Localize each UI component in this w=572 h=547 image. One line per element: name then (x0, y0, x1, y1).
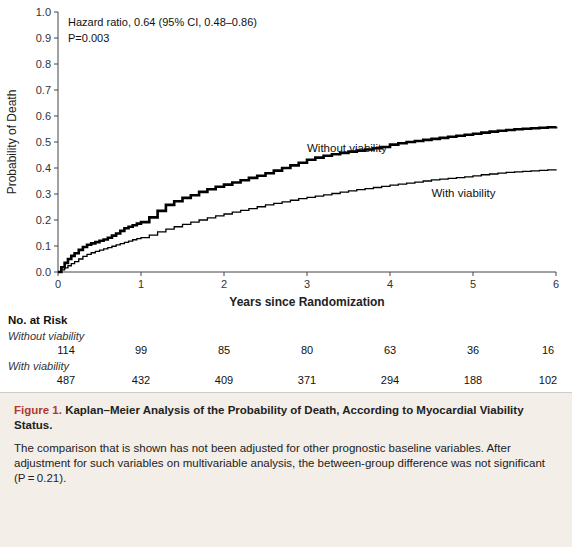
y-tick-label: 0.0 (36, 266, 51, 278)
x-tick-label: 2 (221, 278, 227, 290)
figure-label: Figure 1. (14, 404, 62, 416)
x-tick (390, 272, 391, 276)
caption: Figure 1. Kaplan–Meier Analysis of the P… (0, 392, 572, 547)
y-tick-label: 0.7 (36, 84, 51, 96)
risk-row-label: With viability (8, 360, 71, 372)
x-axis-line (58, 272, 556, 273)
annotation: P=0.003 (68, 32, 109, 44)
y-tick (54, 64, 58, 65)
risk-count: 409 (215, 374, 233, 386)
x-tick (141, 272, 142, 276)
y-tick (54, 246, 58, 247)
caption-body: The comparison that is shown has not bee… (14, 441, 558, 486)
x-tick-label: 5 (470, 278, 476, 290)
risk-count: 188 (464, 374, 482, 386)
risk-count: 63 (384, 344, 396, 356)
x-tick-label: 1 (138, 278, 144, 290)
y-tick (54, 220, 58, 221)
x-tick (224, 272, 225, 276)
y-tick-label: 0.1 (36, 240, 51, 252)
x-tick (556, 272, 557, 276)
y-tick-label: 0.5 (36, 136, 51, 148)
y-axis-label: Probability of Death (5, 90, 19, 195)
y-tick-label: 0.2 (36, 214, 51, 226)
y-tick-label: 0.9 (36, 32, 51, 44)
caption-heading: Figure 1. Kaplan–Meier Analysis of the P… (14, 403, 558, 433)
x-tick-label: 6 (553, 278, 559, 290)
y-tick (54, 116, 58, 117)
risk-count: 85 (218, 344, 230, 356)
y-tick (54, 272, 58, 273)
risk-count: 432 (132, 374, 150, 386)
risk-count: 36 (467, 344, 479, 356)
x-axis-label: Years since Randomization (229, 295, 384, 309)
x-tick (307, 272, 308, 276)
y-tick-label: 1.0 (36, 6, 51, 18)
y-tick-label: 0.6 (36, 110, 51, 122)
y-tick-label: 0.8 (36, 58, 51, 70)
y-tick (54, 142, 58, 143)
km-curve (58, 169, 556, 272)
curve-label: With viability (432, 187, 496, 199)
plot-area (58, 126, 556, 272)
curve-label: Without viability (307, 142, 387, 154)
y-tick (54, 12, 58, 13)
risk-count: 294 (381, 374, 399, 386)
km-curve (58, 126, 556, 272)
y-tick (54, 168, 58, 169)
risk-row-label: Without viability (8, 330, 86, 342)
y-tick (54, 38, 58, 39)
annotation: Hazard ratio, 0.64 (95% CI, 0.48–0.86) (68, 16, 257, 28)
figure-caption: The comparison that is shown has not bee… (14, 442, 545, 484)
risk-count: 114 (57, 344, 75, 356)
x-tick-label: 0 (55, 278, 61, 290)
x-tick-label: 4 (387, 278, 393, 290)
risk-count: 80 (301, 344, 313, 356)
risk-count: 99 (135, 344, 147, 356)
figure-title: Kaplan–Meier Analysis of the Probability… (14, 404, 524, 431)
risk-count: 487 (57, 374, 75, 386)
y-tick-label: 0.4 (36, 162, 51, 174)
y-tick (54, 194, 58, 195)
risk-count: 371 (298, 374, 316, 386)
y-axis-line (58, 12, 59, 272)
risk-table-title: No. at Risk (8, 314, 68, 326)
y-tick (54, 90, 58, 91)
x-tick-label: 3 (304, 278, 310, 290)
x-tick (473, 272, 474, 276)
risk-count: 16 (542, 344, 554, 356)
risk-count: 102 (539, 374, 557, 386)
y-tick-label: 0.3 (36, 188, 51, 200)
